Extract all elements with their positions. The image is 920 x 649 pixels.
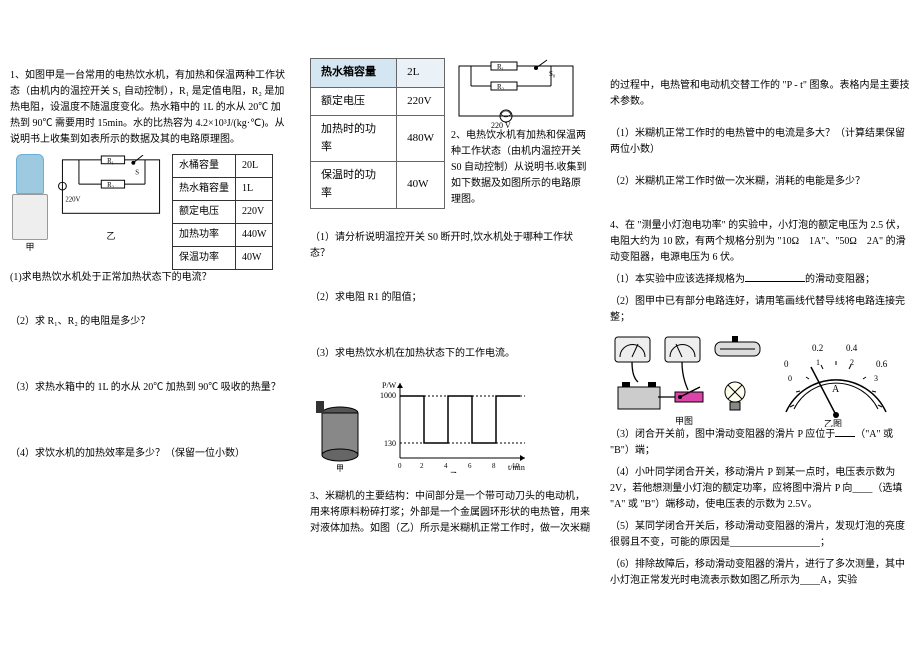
mill-icon: 甲	[310, 393, 370, 473]
text: （1）本实验中应该选择规格为	[610, 274, 745, 285]
svg-text:220 V: 220 V	[491, 121, 511, 128]
cell: 热水箱容量	[311, 59, 397, 88]
cell: 保温功率	[173, 247, 236, 270]
q2-intro: 2、电热饮水机有加热和保温两种工作状态（由机内温控开关 S0 自动控制）从说明书…	[451, 128, 590, 208]
svg-text:0: 0	[788, 374, 792, 383]
q4-sub5: （5）某同学闭合开关后，移动滑动变阻器的滑片，发现灯泡的亮度很弱且不变，可能的原…	[610, 519, 910, 551]
cell: 保温时的功率	[311, 162, 397, 208]
q1-sub4: （4）求饮水机的加热效率是多少？（保留一位小数）	[10, 446, 290, 462]
bottle-icon	[16, 154, 44, 194]
circuit-diagram-1: R₁ R₂ S 220V 乙	[56, 154, 166, 224]
blank	[835, 436, 855, 437]
cell: 20L	[236, 155, 273, 178]
q1-figure-row: 甲 R₁ R₂ S 220V 乙 水桶容量20L 热	[10, 154, 290, 270]
cell: 220V	[236, 201, 273, 224]
circuit-diagram-2: R₁ R₂ S₀ 220 V	[451, 58, 581, 128]
svg-text:10: 10	[512, 462, 520, 470]
cell: 480W	[397, 116, 445, 162]
column-3: 的过程中，电热管和电动机交替工作的 "P - t" 图象。表格内是主要技术参数。…	[600, 0, 920, 649]
svg-text:R₁: R₁	[497, 63, 504, 71]
q1-intro: 1、如图甲是一台常用的电热饮水机，有加热和保温两种工作状态（由机内的温控开关 S…	[10, 68, 290, 148]
cell: 40W	[236, 247, 273, 270]
q2-sub3: （3）求电热饮水机在加热状态下的工作电流。	[310, 346, 590, 362]
cell: 1L	[236, 178, 273, 201]
svg-text:8: 8	[492, 462, 496, 470]
svg-text:甲图: 甲图	[675, 416, 693, 426]
svg-text:0: 0	[398, 462, 402, 470]
svg-text:R₁: R₁	[107, 158, 114, 165]
q1-sub1: (1)求电热饮水机处于正常加热状态下的电流？	[10, 270, 290, 286]
cell: 额定电压	[173, 201, 236, 224]
cell: 额定电压	[311, 87, 397, 116]
svg-text:6: 6	[468, 462, 472, 470]
svg-text:乙: 乙	[450, 471, 458, 473]
q2-header-row: 热水箱容量2L 额定电压220V 加热时的功率480W 保温时的功率40W R₁…	[310, 58, 590, 214]
cell: 水桶容量	[173, 155, 236, 178]
svg-text:0.6: 0.6	[876, 359, 888, 369]
fig-label-jia: 甲	[10, 240, 50, 254]
q4-sub2: （2）图甲中已有部分电路连好，请用笔画线代替导线将电路连接完整；	[610, 294, 910, 326]
fig-label-yi: 乙	[57, 229, 165, 243]
q3-intro: 3、米糊机的主要结构：中间部分是一个带可动刀头的电动机，用来将原料粉碎打浆；外部…	[310, 489, 590, 537]
svg-text:R₂: R₂	[497, 83, 505, 91]
blank	[745, 281, 805, 282]
q2-sub2: （2）求电阻 R1 的阻值；	[310, 290, 590, 306]
water-dispenser-figure: 甲	[10, 154, 50, 244]
q4-sub4: （4）小叶同学闭合开关，移动滑片 P 到某一点时，电压表示数为 2V，若他想测量…	[610, 465, 910, 513]
svg-text:4: 4	[444, 462, 448, 470]
q1-sub2: （2）求 R₁、R₂ 的电阻是多少？	[10, 314, 290, 330]
q2-right-block: R₁ R₂ S₀ 220 V 2、电热饮水机有加热和保温两种工作状态（由机内温控…	[451, 58, 590, 214]
svg-text:130: 130	[384, 439, 396, 448]
column-2: 热水箱容量2L 额定电压220V 加热时的功率480W 保温时的功率40W R₁…	[300, 0, 600, 649]
ammeter-gauge: 0 0.2 0.4 0.6 0 1 2 3 A 乙图	[776, 337, 896, 427]
svg-text:S: S	[135, 169, 139, 176]
circuit-experiment: 甲图	[610, 332, 770, 427]
dispenser-base	[12, 194, 48, 240]
cell: 加热时的功率	[311, 116, 397, 162]
svg-text:3: 3	[874, 374, 878, 383]
svg-text:A: A	[832, 384, 840, 395]
q2-sub1: （1）请分析说明温控开关 S0 断开时,饮水机处于哪种工作状态？	[310, 230, 590, 262]
svg-text:0.4: 0.4	[846, 343, 858, 353]
q4-sub6: （6）排除故障后，移动滑动变阻器的滑片，进行了多次测量，其中小灯泡正常发光时电流…	[610, 557, 910, 589]
column-1: 1、如图甲是一台常用的电热饮水机，有加热和保温两种工作状态（由机内的温控开关 S…	[0, 0, 300, 649]
svg-text:R₂: R₂	[107, 182, 114, 189]
svg-text:1000: 1000	[380, 391, 396, 400]
cell: 220V	[397, 87, 445, 116]
q3-sub1: （1）米糊机正常工作时的电热管中的电流是多大？（计算结果保留两位小数）	[610, 126, 910, 158]
svg-text:乙图: 乙图	[824, 419, 842, 427]
spec-table-2: 热水箱容量2L 额定电压220V 加热时的功率480W 保温时的功率40W	[310, 58, 445, 209]
svg-text:P/W: P/W	[382, 381, 397, 390]
rice-mill-figure: 甲 1000 130 P/W t/min 0 2 4 6 8 10 乙	[310, 378, 590, 473]
svg-text:甲: 甲	[336, 464, 344, 473]
q3-sub2: （2）米糊机正常工作时做一次米糊，消耗的电能是多少？	[610, 174, 910, 190]
text: （3）闭合开关前，图中滑动变阻器的滑片 P 应位于	[610, 429, 835, 440]
cell: 2L	[397, 59, 445, 88]
spec-table-1: 水桶容量20L 热水箱容量1L 额定电压220V 加热功率440W 保温功率40…	[172, 154, 273, 270]
q4-intro: 4、在 "测量小灯泡电功率" 的实验中，小灯泡的额定电压为 2.5 伏，电阻大约…	[610, 218, 910, 266]
svg-text:1: 1	[816, 358, 820, 367]
svg-text:220V: 220V	[65, 197, 80, 204]
pt-graph: 1000 130 P/W t/min 0 2 4 6 8 10 乙	[380, 378, 530, 473]
q4-sub1: （1）本实验中应该选择规格为 的滑动变阻器；	[610, 272, 910, 288]
cell: 440W	[236, 224, 273, 247]
cell: 40W	[397, 162, 445, 208]
q3-cont: 的过程中，电热管和电动机交替工作的 "P - t" 图象。表格内是主要技术参数。	[610, 78, 910, 110]
q4-sub3: （3）闭合开关前，图中滑动变阻器的滑片 P 应位于（"A" 或 "B"）端；	[610, 427, 910, 459]
svg-text:0: 0	[784, 359, 789, 369]
q1-sub3: （3）求热水箱中的 1L 的水从 20℃ 加热到 90℃ 吸收的热量？	[10, 380, 290, 396]
svg-text:0.2: 0.2	[812, 343, 823, 353]
cell: 加热功率	[173, 224, 236, 247]
experiment-figure-row: 甲图 0 0.2 0.4 0.6 0 1 2 3 A 乙图	[610, 332, 910, 427]
cell: 热水箱容量	[173, 178, 236, 201]
text: 的滑动变阻器；	[805, 274, 875, 285]
svg-text:2: 2	[420, 462, 424, 470]
svg-text:S₀: S₀	[549, 70, 556, 78]
